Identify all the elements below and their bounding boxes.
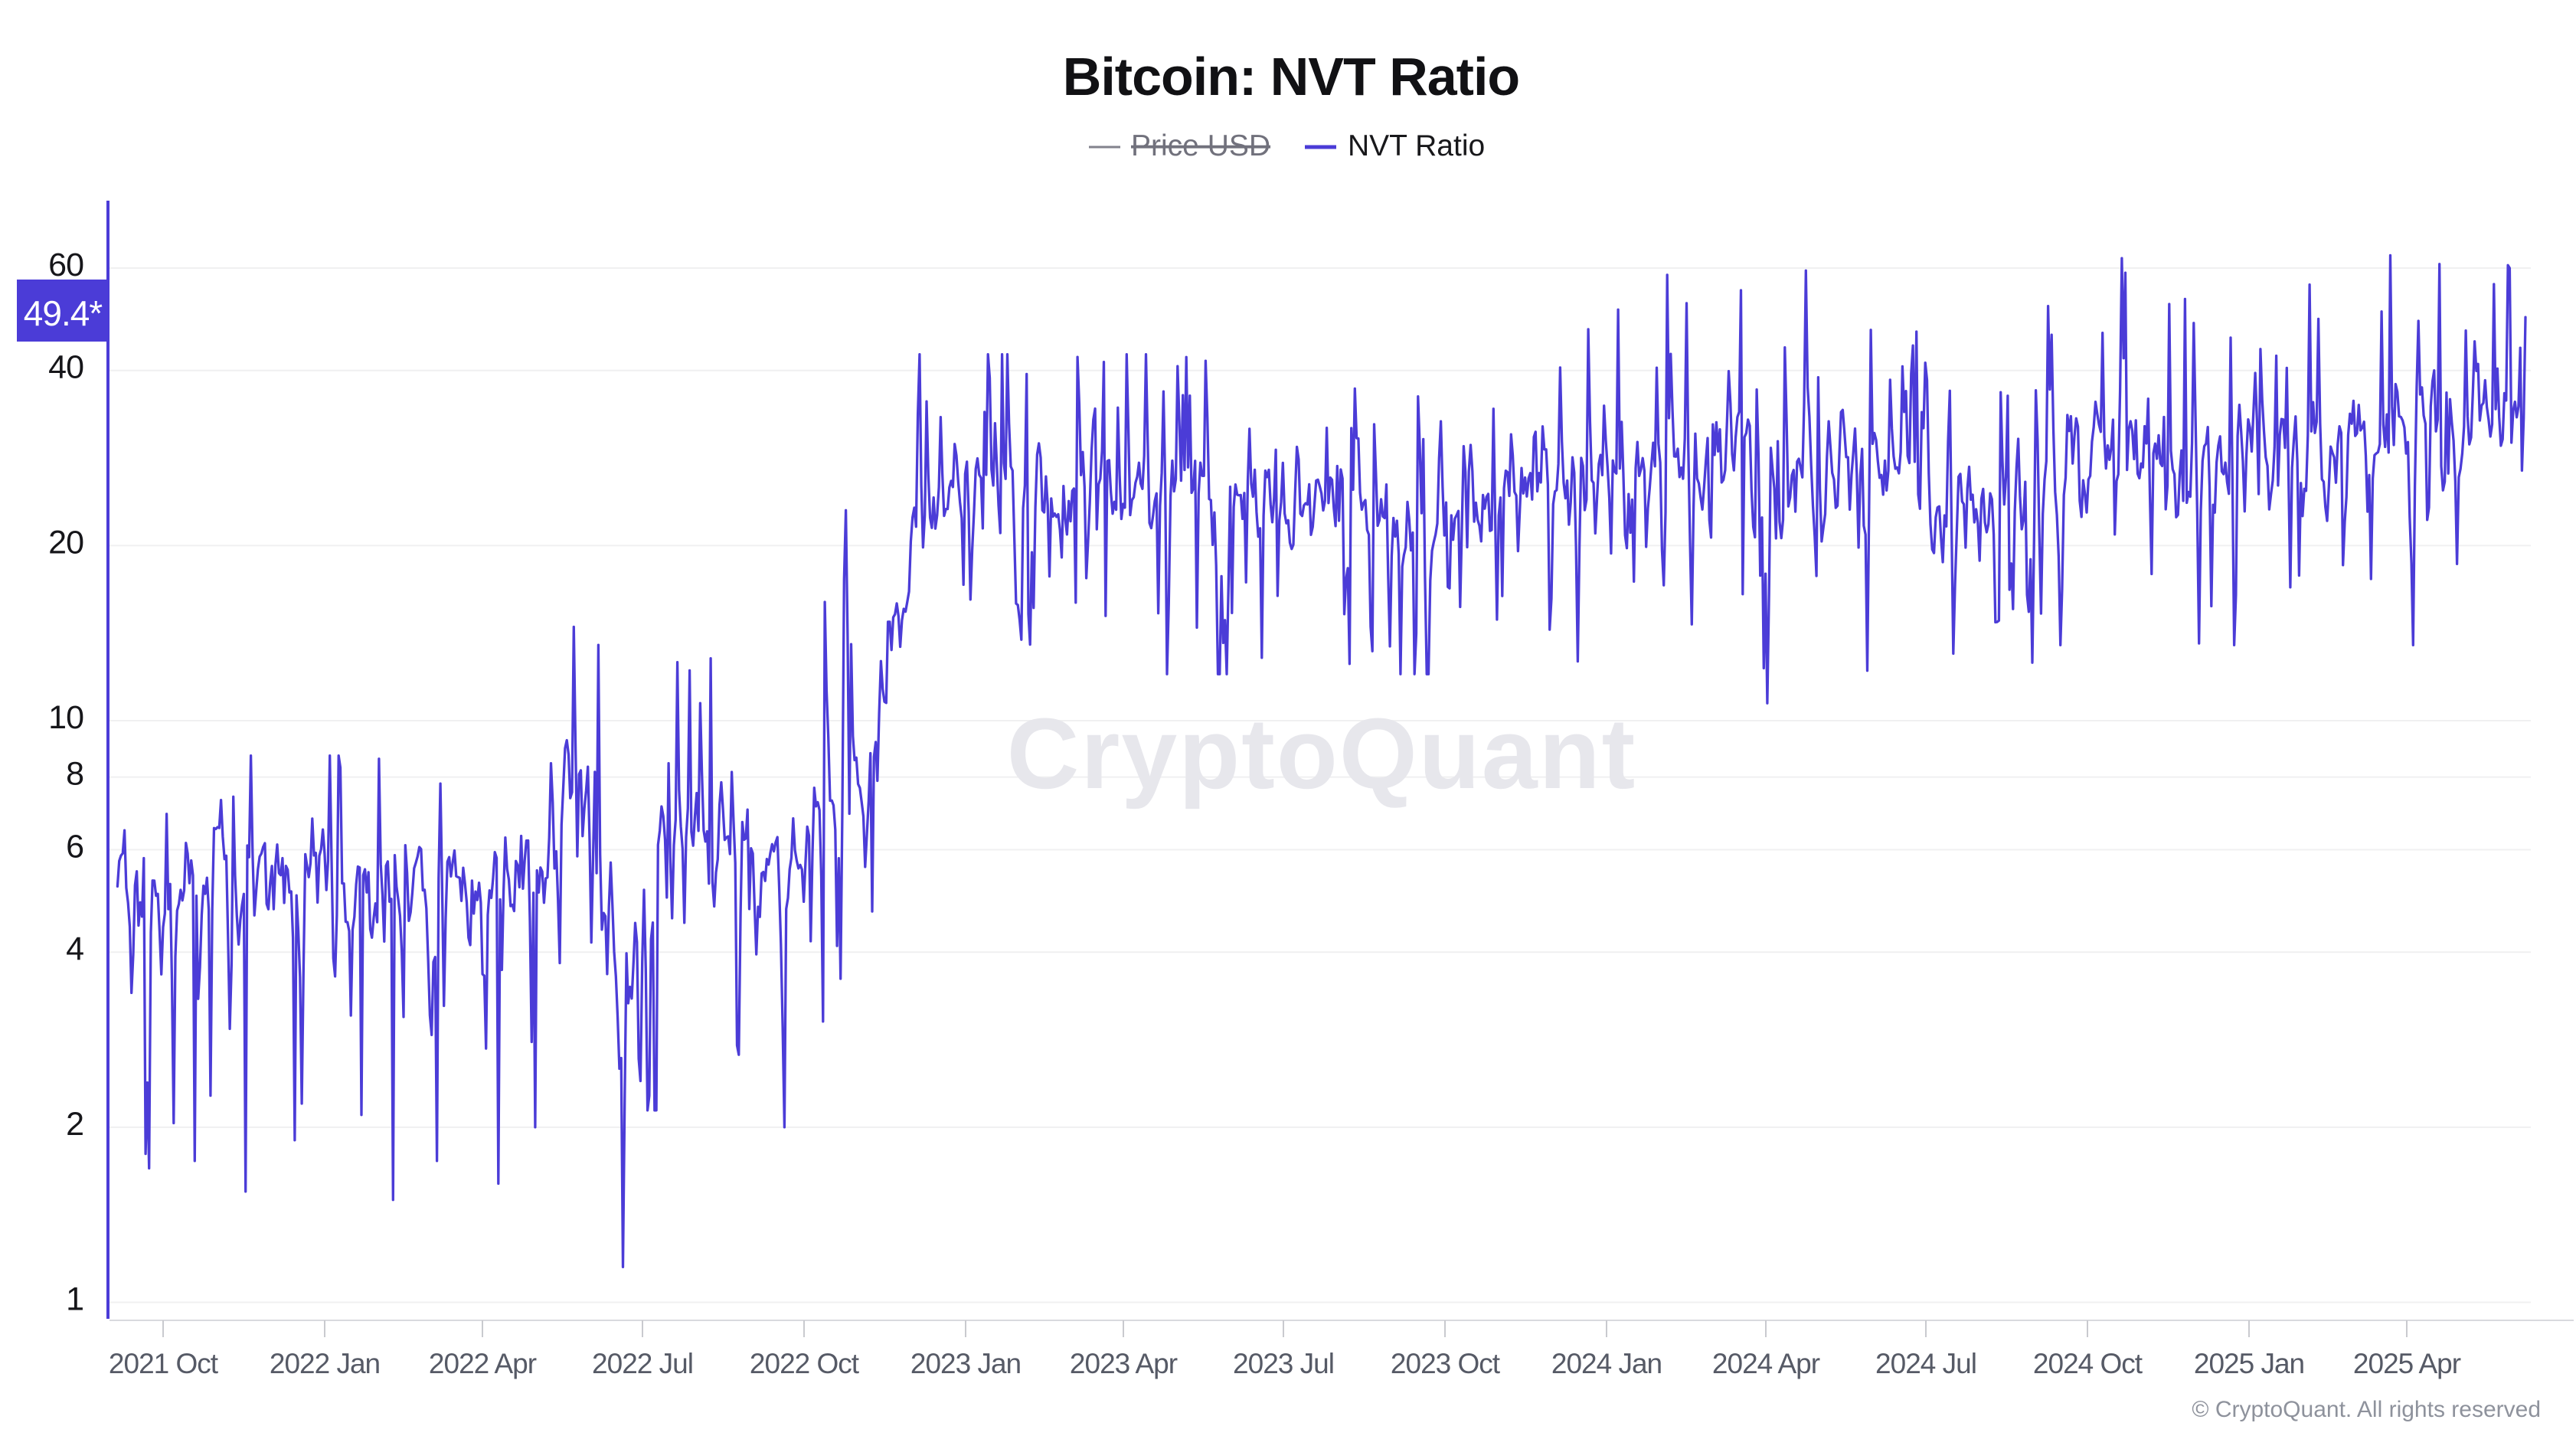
svg-text:2023 Jan: 2023 Jan xyxy=(910,1348,1021,1379)
svg-text:2022 Jul: 2022 Jul xyxy=(592,1348,693,1379)
svg-text:1: 1 xyxy=(66,1281,83,1318)
svg-text:2022 Oct: 2022 Oct xyxy=(750,1348,860,1379)
svg-text:49.4*: 49.4* xyxy=(24,293,103,333)
svg-text:Bitcoin: NVT Ratio: Bitcoin: NVT Ratio xyxy=(1063,47,1519,106)
svg-text:2024 Jul: 2024 Jul xyxy=(1875,1348,1976,1379)
svg-text:Price USD: Price USD xyxy=(1131,129,1270,162)
svg-text:4: 4 xyxy=(66,931,83,967)
svg-text:2022 Apr: 2022 Apr xyxy=(429,1348,537,1379)
svg-text:2023 Apr: 2023 Apr xyxy=(1070,1348,1178,1379)
svg-text:2024 Apr: 2024 Apr xyxy=(1712,1348,1820,1379)
svg-text:40: 40 xyxy=(48,349,83,386)
svg-text:2025 Apr: 2025 Apr xyxy=(2353,1348,2461,1379)
svg-text:20: 20 xyxy=(48,524,83,561)
svg-text:CryptoQuant: CryptoQuant xyxy=(1007,697,1637,810)
svg-text:2023 Oct: 2023 Oct xyxy=(1391,1348,1501,1379)
svg-text:2021 Oct: 2021 Oct xyxy=(109,1348,219,1379)
svg-text:© CryptoQuant. All rights rese: © CryptoQuant. All rights reserved xyxy=(2192,1397,2541,1422)
svg-text:NVT Ratio: NVT Ratio xyxy=(1348,129,1485,162)
svg-text:8: 8 xyxy=(66,756,83,793)
svg-text:2023 Jul: 2023 Jul xyxy=(1233,1348,1334,1379)
svg-text:2: 2 xyxy=(66,1106,83,1143)
svg-text:2022 Jan: 2022 Jan xyxy=(270,1348,380,1379)
svg-text:2024 Jan: 2024 Jan xyxy=(1551,1348,1662,1379)
svg-text:60: 60 xyxy=(48,247,83,283)
svg-text:10: 10 xyxy=(48,699,83,736)
svg-text:2024 Oct: 2024 Oct xyxy=(2033,1348,2143,1379)
svg-text:2025 Jan: 2025 Jan xyxy=(2194,1348,2304,1379)
svg-text:6: 6 xyxy=(66,829,83,865)
